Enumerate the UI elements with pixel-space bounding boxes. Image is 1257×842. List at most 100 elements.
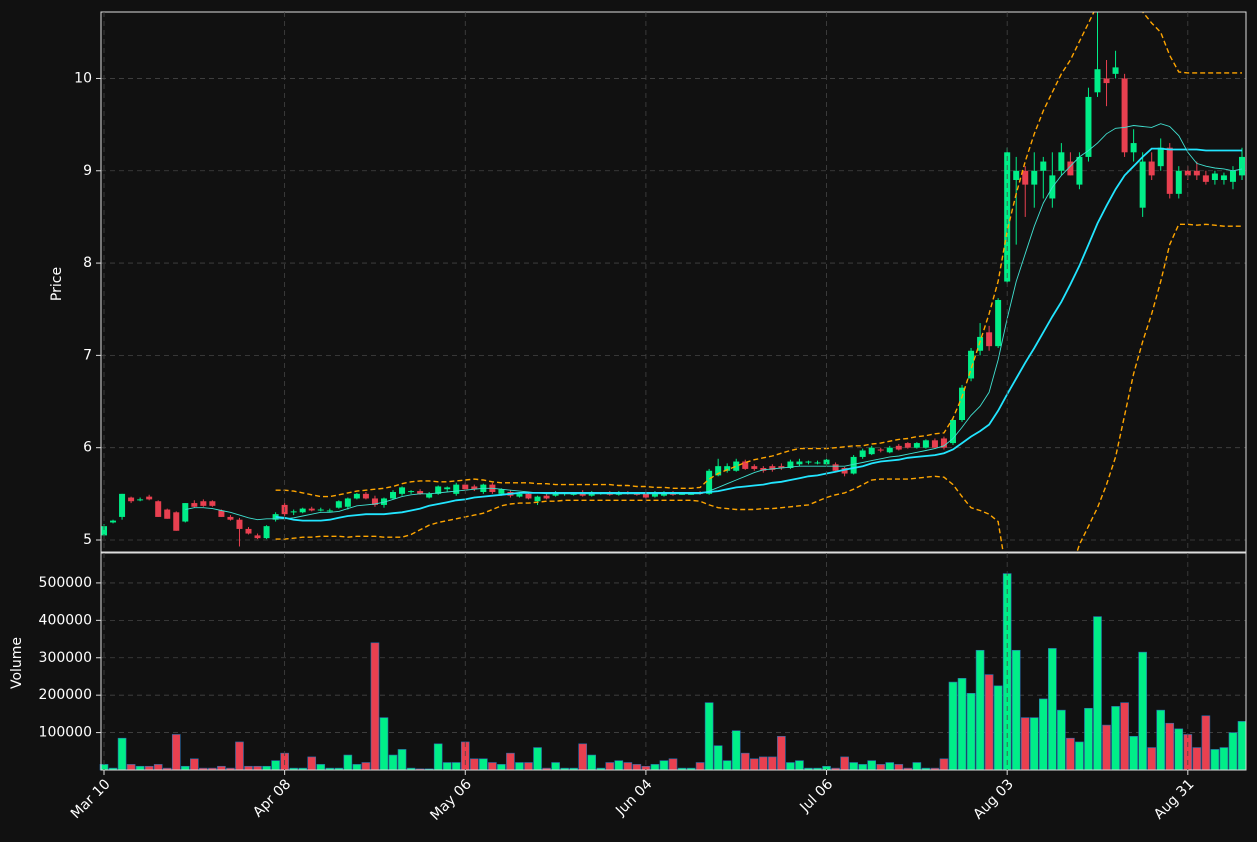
volume-bar (587, 754, 597, 771)
candle-body (254, 535, 261, 539)
candle-body (173, 512, 180, 531)
y-tick-label: 100000 (39, 725, 92, 741)
candle-body (317, 509, 324, 511)
volume-bar (1201, 715, 1211, 771)
volume-bar (1237, 721, 1247, 771)
y-axis-label: Price (49, 267, 65, 301)
volume-bar (379, 717, 389, 771)
candle-body (417, 491, 424, 494)
volume-bar (632, 764, 642, 771)
volume-bar (876, 764, 886, 771)
candle-body (1139, 161, 1146, 208)
candle-body (290, 511, 297, 513)
candle-body (850, 456, 857, 474)
candle-body (245, 528, 252, 534)
candle-body (1103, 78, 1110, 84)
y-tick-label: 8 (83, 255, 92, 271)
candle-body (462, 484, 469, 490)
volume-bar (984, 674, 994, 771)
candle-body (904, 443, 911, 448)
volume-bar (867, 760, 876, 771)
candle-body (390, 492, 397, 499)
candle-body (110, 520, 117, 523)
volume-bar (957, 678, 967, 771)
candle-body (995, 300, 1002, 347)
candle-body (642, 493, 649, 498)
price-frame (100, 11, 1247, 553)
candle-body (1031, 170, 1038, 185)
candle-body (1085, 96, 1092, 157)
volume-bar (858, 764, 867, 771)
candle-body (399, 487, 406, 494)
volume-bar (1093, 616, 1102, 771)
volume-bar (840, 756, 849, 771)
candle-body (715, 466, 722, 476)
candle-body (119, 493, 126, 517)
candle-body (1193, 170, 1200, 176)
candle-body (922, 440, 929, 448)
candle-body (191, 503, 198, 507)
candle-body (164, 509, 171, 519)
candle-body (1175, 170, 1182, 194)
candle-body (724, 466, 731, 471)
candle-body (236, 519, 243, 529)
candle-body (344, 498, 351, 507)
volume-bar (1156, 709, 1166, 771)
volume-bar (1228, 732, 1238, 771)
candle-body (886, 447, 893, 453)
candle-body (1121, 78, 1128, 153)
volume-bar (451, 762, 461, 771)
volume-bar (740, 752, 750, 771)
candle-body (471, 486, 478, 490)
candle-body (959, 387, 966, 420)
volume-bar (217, 765, 226, 771)
candle-body (796, 461, 803, 465)
candle-body (444, 487, 451, 490)
volume-bar (578, 743, 587, 771)
volume-bar (668, 758, 678, 771)
volume-bar (749, 758, 759, 771)
volume-bar (1120, 702, 1129, 771)
volume-bar (135, 765, 145, 771)
candle-body (1220, 175, 1227, 180)
volume-bar (704, 702, 714, 771)
candle-body (940, 438, 947, 448)
candle-body (679, 493, 686, 495)
candle-body (1112, 67, 1119, 74)
candle-body (841, 468, 848, 474)
volume-bar (433, 743, 443, 771)
candle-body (308, 508, 315, 511)
volume-bar (1219, 747, 1229, 771)
volume-bar (180, 765, 190, 771)
candle-body (326, 510, 333, 512)
price-plot (101, 12, 1246, 552)
line-series (275, 147, 1242, 522)
candle-body (706, 470, 713, 494)
volume-bar (506, 752, 515, 771)
volume-bar (307, 756, 317, 771)
volume-bar (190, 758, 199, 771)
volume-bar (1102, 724, 1111, 771)
volume-bar (1057, 709, 1066, 771)
candle-body (498, 489, 505, 494)
candle-body (814, 462, 821, 464)
volume-bar (912, 762, 922, 771)
candle-body (1211, 173, 1218, 180)
candle-body (913, 443, 920, 448)
candle-body (209, 501, 216, 506)
candle-body (877, 449, 884, 451)
candle-body (688, 493, 695, 495)
volume-bar (388, 754, 398, 771)
candle-body (453, 484, 460, 494)
volume-bar (470, 758, 479, 771)
y-tick-label: 400000 (39, 612, 92, 628)
candle-body (1239, 156, 1245, 176)
candle-body (895, 445, 902, 450)
volume-bar (479, 758, 488, 771)
candle-body (968, 350, 975, 379)
volume-bar (731, 730, 741, 771)
volume-bar (533, 747, 542, 771)
volume-bar (777, 736, 786, 771)
volume-bar (126, 764, 136, 771)
